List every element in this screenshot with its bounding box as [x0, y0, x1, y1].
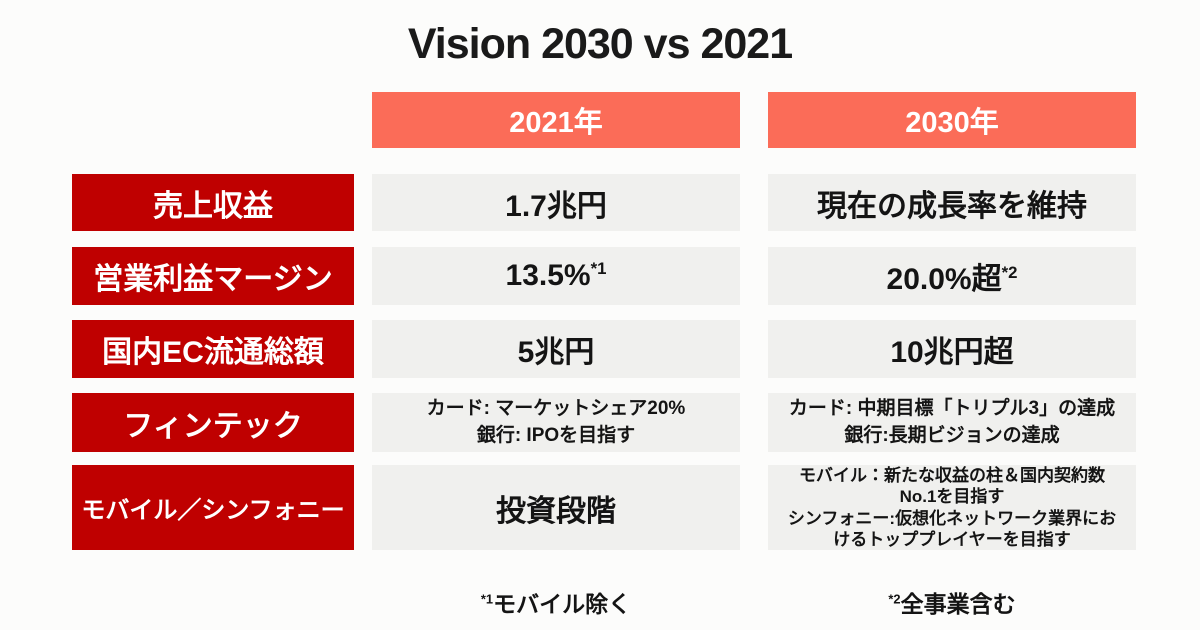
cell-ec-gms-2030: 10兆円超 — [768, 320, 1136, 378]
column-header-2021: 2021年 — [372, 92, 740, 148]
header-spacer — [72, 92, 354, 148]
table-row-revenue: 売上収益 1.7兆円 現在の成長率を維持 — [72, 174, 1136, 231]
table-row-fintech: フィンテック カード: マーケットシェア20% 銀行: IPOを目指す カード:… — [72, 393, 1136, 452]
footnote-spacer — [72, 583, 354, 619]
cell-fintech-2030: カード: 中期目標「トリプル3」の達成 銀行:長期ビジョンの達成 — [768, 393, 1136, 452]
table-header-row: 2021年 2030年 — [72, 92, 1136, 148]
footnote-2: *2全事業含む — [768, 583, 1136, 619]
cell-line: けるトッププレイヤーを目指す — [833, 529, 1071, 549]
footnote-1-marker: *1 — [480, 591, 494, 607]
row-label-mobile-symphony: モバイル／シンフォニー — [72, 465, 354, 550]
cell-text: 13.5% — [505, 259, 591, 292]
cell-ec-gms-2021: 5兆円 — [372, 320, 740, 378]
footnotes-row: *1モバイル除く *2全事業含む — [72, 583, 1136, 619]
column-header-2030: 2030年 — [768, 92, 1136, 148]
footnote-marker-1: *1 — [590, 259, 607, 278]
cell-text: 20.0%超 — [886, 263, 1002, 296]
footnote-2-marker: *2 — [888, 591, 901, 607]
comparison-table: 2021年 2030年 売上収益 1.7兆円 現在の成長率を維持 営業利益マージ… — [72, 92, 1136, 619]
cell-line: カード: 中期目標「トリプル3」の達成 — [788, 398, 1116, 420]
table-row-mobile-symphony: モバイル／シンフォニー 投資段階 モバイル：新たな収益の柱＆国内契約数 No.1… — [72, 465, 1136, 550]
cell-line: 銀行: IPOを目指す — [476, 424, 636, 446]
row-label-operating-margin: 営業利益マージン — [72, 247, 354, 305]
footnote-1: *1モバイル除く — [372, 583, 740, 619]
footnote-2-text: 全事業含む — [900, 591, 1016, 617]
column-header-2021-label: 2021年 — [509, 107, 603, 139]
page-title: Vision 2030 vs 2021 — [407, 20, 793, 68]
table-row-ec-gms: 国内EC流通総額 5兆円 10兆円超 — [72, 320, 1136, 378]
cell-operating-margin-2030: 20.0%超*2 — [768, 247, 1136, 305]
row-label-revenue: 売上収益 — [72, 174, 354, 231]
row-label-ec-gms: 国内EC流通総額 — [72, 320, 354, 378]
cell-line: カード: マーケットシェア20% — [426, 398, 686, 420]
cell-operating-margin-2021: 13.5%*1 — [372, 247, 740, 305]
cell-line: 銀行:長期ビジョンの達成 — [844, 424, 1060, 446]
cell-revenue-2030: 現在の成長率を維持 — [768, 174, 1136, 231]
footnote-marker-2: *2 — [1001, 263, 1018, 282]
cell-line: シンフォニー:仮想化ネットワーク業界にお — [787, 508, 1117, 528]
cell-line: No.1を目指す — [899, 487, 1005, 507]
cell-value: 13.5%*1 — [506, 259, 607, 293]
cell-mobile-2021: 投資段階 — [372, 465, 740, 550]
row-label-fintech: フィンテック — [72, 393, 354, 452]
column-header-2030-label: 2030年 — [905, 107, 999, 139]
cell-revenue-2021: 1.7兆円 — [372, 174, 740, 231]
table-row-operating-margin: 営業利益マージン 13.5%*1 20.0%超*2 — [72, 247, 1136, 305]
cell-value: 20.0%超*2 — [887, 254, 1018, 298]
footnote-1-text: モバイル除く — [493, 591, 632, 617]
cell-line: モバイル：新たな収益の柱＆国内契約数 — [799, 465, 1105, 485]
cell-mobile-2030: モバイル：新たな収益の柱＆国内契約数 No.1を目指す シンフォニー:仮想化ネッ… — [768, 465, 1136, 550]
cell-fintech-2021: カード: マーケットシェア20% 銀行: IPOを目指す — [372, 393, 740, 452]
